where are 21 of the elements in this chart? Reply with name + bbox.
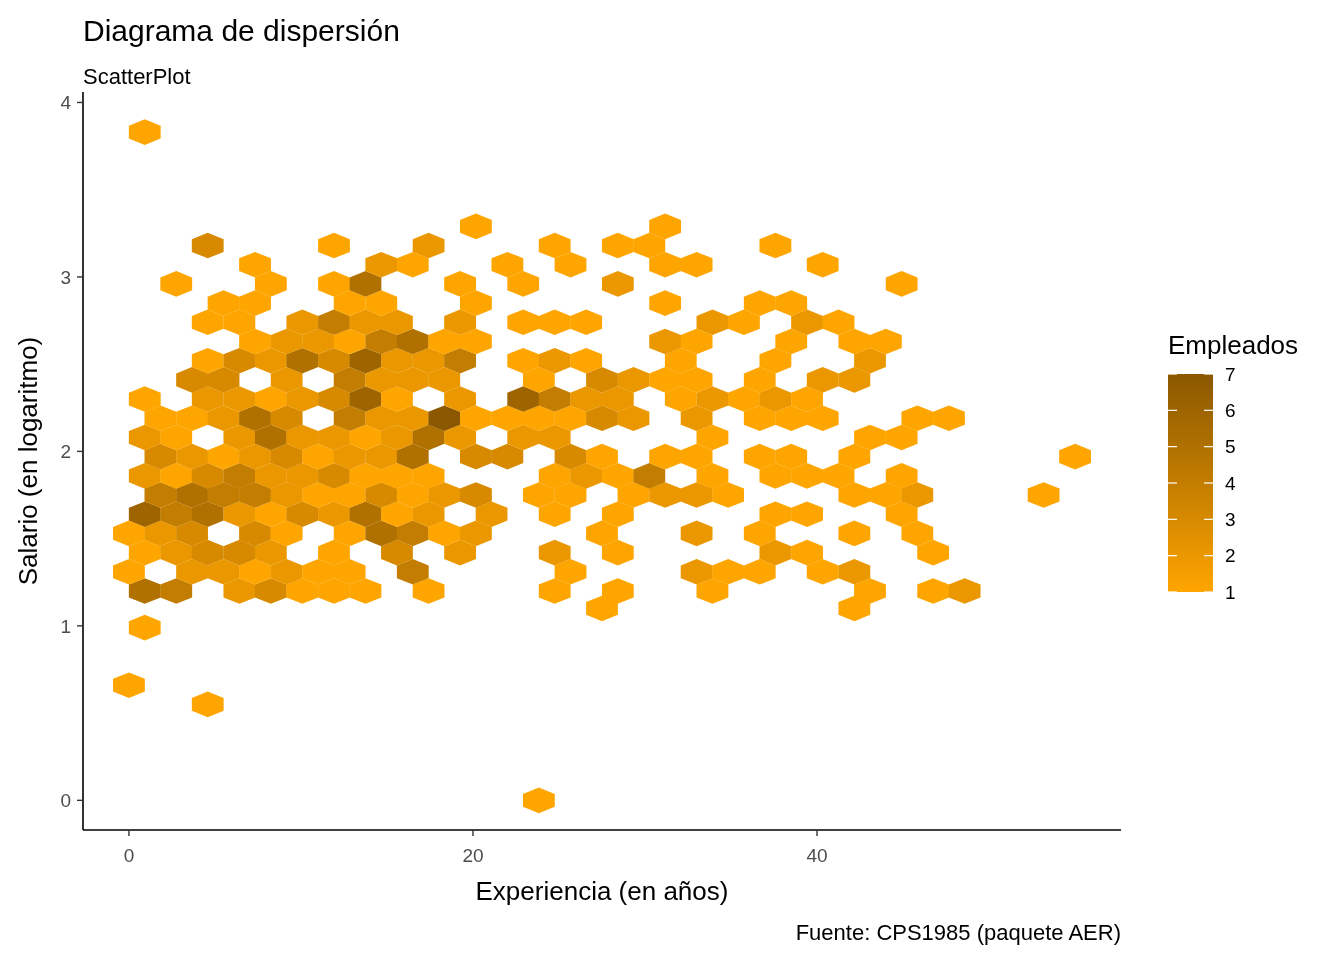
y-tick-label: 4 — [60, 92, 72, 114]
color-bar-label: 1 — [1225, 581, 1236, 603]
x-axis-title: Experiencia (en años) — [475, 876, 729, 906]
color-bar-title: Empleados — [1168, 330, 1299, 360]
y-tick-label: 1 — [60, 615, 71, 637]
chart-subtitle: ScatterPlot — [83, 64, 191, 89]
color-bar-label: 3 — [1225, 508, 1236, 530]
x-tick-label: 0 — [123, 845, 135, 866]
color-bar-label: 5 — [1225, 436, 1236, 458]
color-bar-label: 4 — [1225, 472, 1236, 494]
color-bar-label: 7 — [1225, 363, 1236, 385]
y-axis-title: Salario (en logaritmo) — [13, 336, 43, 586]
color-bar-label: 6 — [1225, 399, 1236, 421]
y-tick-label: 0 — [60, 789, 71, 811]
source-note: Fuente: CPS1985 (paquete AER) — [795, 920, 1121, 945]
y-tick-label: 2 — [60, 441, 71, 463]
y-tick-label: 3 — [60, 266, 71, 288]
chart-title: Diagrama de dispersión — [83, 14, 400, 47]
x-tick-label: 40 — [806, 845, 828, 866]
x-tick-label: 20 — [462, 845, 484, 866]
color-bar-label: 2 — [1225, 545, 1236, 567]
